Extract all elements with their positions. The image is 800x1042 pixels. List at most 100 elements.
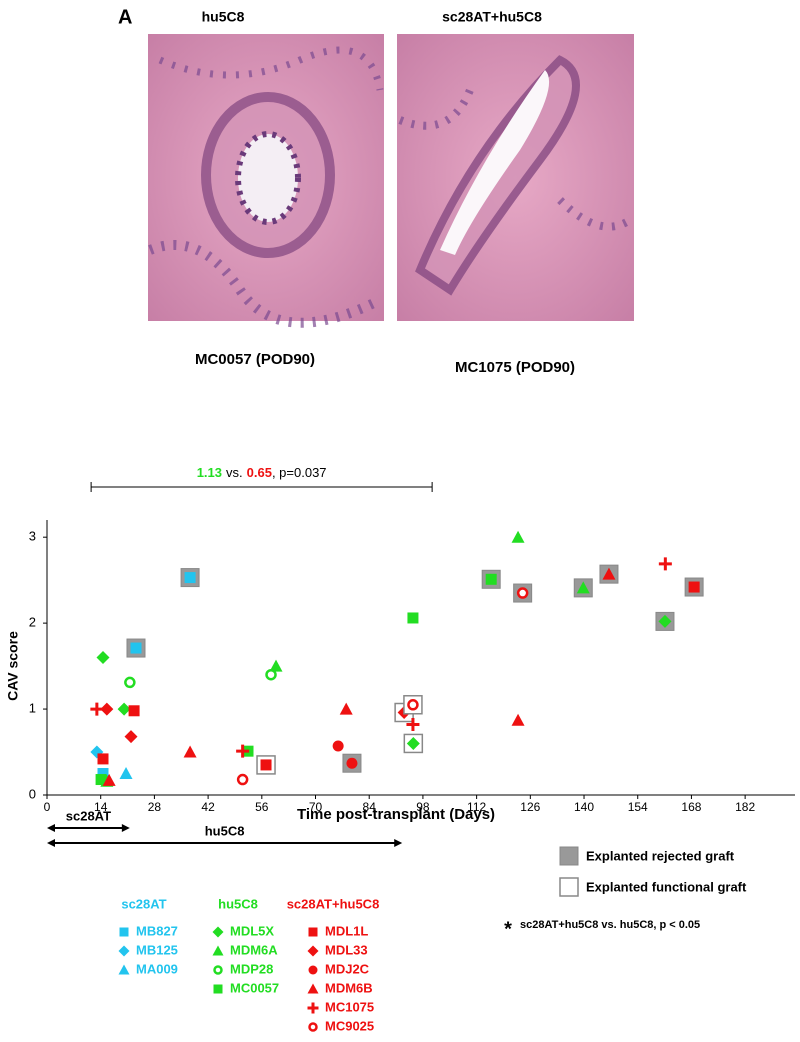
y-tick-label: 2 (29, 615, 36, 630)
treatment-label: sc28AT (66, 808, 111, 823)
legend-label: MB125 (136, 942, 178, 957)
x-tick-label: 182 (735, 800, 755, 814)
point (511, 713, 525, 726)
x-tick-label: 154 (628, 800, 648, 814)
y-tick-label: 0 (29, 786, 36, 801)
legend-label: MDJ2C (325, 961, 370, 976)
legend-marker (118, 945, 130, 957)
point (97, 753, 109, 765)
image-caption: MC0057 (POD90) (195, 351, 315, 368)
legend-label: MDM6B (325, 980, 373, 995)
annotation-part: 1.13 (197, 465, 222, 480)
legend-label: MC9025 (325, 1018, 374, 1033)
legend-box (559, 846, 579, 866)
point (332, 740, 344, 752)
image-title: sc28AT+hu5C8 (442, 9, 542, 25)
point (183, 745, 197, 758)
x-tick-label: 112 (467, 800, 486, 814)
legend-label: MDL5X (230, 923, 274, 938)
legend-label: MC0057 (230, 980, 279, 995)
point (119, 767, 133, 780)
image-caption: MC1075 (POD90) (455, 359, 575, 376)
point (602, 567, 616, 580)
point (346, 757, 358, 769)
x-tick-label: 126 (520, 800, 540, 814)
x-tick-label: 0 (44, 800, 51, 814)
note-symbol: * (504, 918, 512, 940)
point (90, 702, 104, 716)
legend-marker (118, 964, 130, 975)
point (117, 702, 131, 716)
point (516, 587, 529, 599)
point (100, 702, 114, 716)
point (102, 773, 116, 786)
legend-marker (212, 926, 224, 938)
x-tick-label: 56 (255, 800, 269, 814)
legend-marker (119, 927, 129, 937)
point (406, 736, 420, 750)
point (269, 659, 283, 672)
legend-marker (308, 927, 318, 937)
legend-label: MC1075 (325, 999, 374, 1014)
point (511, 530, 525, 543)
y-axis-label: CAV score (5, 631, 21, 701)
y-tick-label: 3 (29, 529, 36, 544)
point (407, 699, 419, 711)
point (97, 768, 109, 780)
x-tick-label: 140 (574, 800, 594, 814)
point (576, 581, 590, 594)
legend-label: MA009 (136, 961, 178, 976)
legend-group-title: hu5C8 (218, 896, 258, 911)
x-tick-label: 28 (148, 800, 162, 814)
point (407, 612, 419, 624)
x-tick-label: 14 (94, 800, 108, 814)
legend-label: MB827 (136, 923, 178, 938)
treatment-label: hu5C8 (205, 823, 245, 838)
x-axis-label: Time post-transplant (Days) (297, 806, 495, 823)
point (406, 718, 420, 732)
annotation-part: , p=0.037 (272, 465, 327, 480)
annotation-text: 1.13 vs. 0.65, p=0.037 (197, 465, 327, 480)
panel-label: A (118, 6, 132, 28)
legend-marker (213, 965, 223, 975)
legend-marker (307, 1002, 319, 1014)
legend-label: MDL1L (325, 923, 368, 938)
x-tick-label: 168 (681, 800, 701, 814)
point (658, 614, 672, 628)
x-tick-label: 70 (309, 800, 323, 814)
annotation-part: vs. (226, 465, 243, 480)
point (128, 705, 140, 717)
legend-group-title: sc28AT+hu5C8 (287, 896, 380, 911)
x-tick-label: 84 (363, 800, 377, 814)
point (236, 773, 249, 786)
point (260, 759, 272, 771)
x-tick-label: 42 (201, 800, 215, 814)
point (95, 774, 107, 786)
point (265, 668, 277, 681)
legend-label: Explanted rejected graft (586, 848, 735, 863)
legend-label: MDM6A (230, 942, 278, 957)
point (485, 573, 497, 585)
legend-marker (213, 984, 223, 994)
histology-image (148, 34, 384, 328)
note-text: sc28AT+hu5C8 vs. hu5C8, p < 0.05 (520, 919, 700, 931)
legend-marker (307, 945, 319, 957)
legend-label: MDL33 (325, 942, 368, 957)
legend-label: MDP28 (230, 961, 273, 976)
y-tick-label: 1 (29, 701, 36, 716)
legend-label: Explanted functional graft (586, 879, 747, 894)
point (124, 730, 138, 744)
legend-marker (308, 1022, 318, 1032)
histology-image (397, 34, 634, 321)
point (96, 651, 110, 664)
legend-marker (307, 983, 319, 994)
point (184, 572, 196, 584)
legend-group-title: sc28AT (121, 896, 166, 911)
annotation-part: 0.65 (247, 465, 272, 480)
x-tick-label: 98 (416, 800, 430, 814)
point (688, 581, 700, 593)
image-title: hu5C8 (202, 9, 245, 25)
legend-box (559, 877, 579, 897)
